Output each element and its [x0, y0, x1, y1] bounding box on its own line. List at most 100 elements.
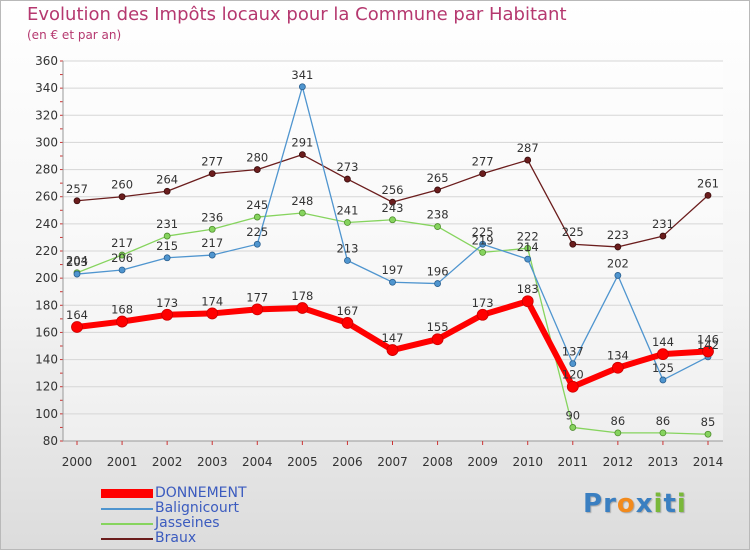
- data-point: [344, 257, 351, 264]
- y-tick-label: 80: [43, 434, 58, 448]
- data-point: [614, 243, 622, 251]
- proxiti-logo: Proxiti: [583, 489, 687, 519]
- y-tick-label: 260: [35, 190, 58, 204]
- data-label: 225: [472, 225, 494, 239]
- x-tick-label: 2001: [107, 455, 138, 469]
- y-tick-label: 140: [35, 353, 58, 367]
- x-tick-label: 2006: [332, 455, 363, 469]
- data-point: [73, 270, 81, 278]
- data-label: 273: [336, 160, 358, 174]
- data-point: [344, 175, 351, 183]
- data-label: 223: [607, 228, 629, 242]
- y-tick-label: 240: [35, 217, 58, 231]
- data-label: 231: [156, 217, 178, 231]
- data-label: 265: [427, 171, 449, 185]
- y-tick-label: 120: [35, 380, 58, 394]
- data-point: [476, 308, 489, 321]
- data-label: 225: [246, 225, 268, 239]
- data-point: [479, 170, 487, 178]
- data-label: 134: [607, 349, 629, 363]
- data-point: [524, 156, 532, 164]
- legend-item: Jasseines: [101, 516, 247, 531]
- y-tick-label: 200: [35, 271, 58, 285]
- data-label: 248: [291, 194, 313, 208]
- data-point: [434, 223, 441, 230]
- data-point: [521, 295, 534, 308]
- chart-title: Evolution des Impôts locaux pour la Comm…: [27, 4, 567, 25]
- x-tick-label: 2005: [287, 455, 318, 469]
- data-label: 231: [652, 217, 674, 231]
- x-tick-label: 2004: [242, 455, 273, 469]
- legend-item: Braux: [101, 531, 247, 546]
- data-point: [566, 380, 579, 393]
- data-point: [614, 429, 622, 437]
- data-point: [434, 186, 441, 194]
- legend-item: Balignicourt: [101, 501, 247, 516]
- y-tick-label: 320: [35, 108, 58, 122]
- data-point: [163, 232, 171, 240]
- data-labels: 164 168 173 174 177 178 167 147 155 173 183 120 134 1…: [66, 68, 719, 429]
- legend: DONNEMENT Balignicourt Jasseines Braux: [101, 486, 247, 546]
- data-label: 86: [656, 414, 671, 428]
- x-tick-label: 2009: [467, 455, 498, 469]
- data-label: 236: [201, 210, 223, 224]
- data-label: 291: [291, 136, 313, 150]
- data-point: [344, 219, 351, 226]
- data-point: [118, 193, 126, 201]
- data-point: [253, 213, 261, 221]
- data-point: [298, 151, 306, 159]
- data-label: 238: [427, 208, 449, 222]
- data-label: 219: [472, 233, 494, 247]
- data-label: 86: [611, 414, 626, 428]
- data-label: 215: [156, 239, 178, 253]
- data-point: [569, 240, 577, 248]
- data-point: [163, 187, 171, 195]
- x-tick-label: 2011: [558, 455, 589, 469]
- data-point: [479, 240, 487, 248]
- data-label: 217: [201, 236, 223, 250]
- data-label: 245: [246, 198, 268, 212]
- y-tick-label: 160: [35, 325, 58, 339]
- data-label: 277: [472, 155, 494, 169]
- data-point: [657, 348, 669, 361]
- legend-swatch: [101, 537, 153, 540]
- data-label: 85: [701, 415, 716, 429]
- y-tick-label: 100: [35, 407, 58, 421]
- data-point: [116, 315, 128, 328]
- data-label: 90: [565, 408, 580, 422]
- data-point: [389, 278, 396, 286]
- data-point: [611, 361, 624, 374]
- legend-label: Jasseines: [155, 515, 220, 531]
- data-point: [163, 254, 171, 262]
- data-label: 341: [291, 68, 313, 82]
- data-point: [704, 191, 712, 199]
- data-label: 167: [336, 304, 358, 318]
- data-point: [659, 429, 667, 437]
- data-point: [73, 197, 81, 205]
- data-label: 155: [427, 320, 449, 334]
- data-label: 173: [156, 296, 178, 310]
- data-point: [389, 198, 396, 206]
- data-label: 217: [111, 236, 133, 250]
- x-tick-label: 2003: [197, 455, 228, 469]
- legend-item: DONNEMENT: [101, 486, 247, 501]
- data-label: 144: [652, 335, 674, 349]
- data-label: 206: [111, 251, 133, 265]
- y-tick-label: 280: [35, 163, 58, 177]
- y-tick-label: 300: [35, 135, 58, 149]
- data-label: 120: [562, 368, 584, 382]
- grid: [63, 60, 723, 442]
- data-point: [253, 240, 261, 248]
- data-label: 264: [156, 172, 178, 186]
- data-label: 202: [607, 256, 629, 270]
- data-label: 243: [382, 201, 404, 215]
- data-label: 225: [562, 225, 584, 239]
- data-point: [71, 321, 83, 333]
- data-point: [659, 232, 667, 240]
- data-label: 257: [66, 182, 88, 196]
- data-label: 137: [562, 345, 584, 359]
- data-point: [298, 209, 306, 217]
- data-label: 277: [201, 155, 223, 169]
- data-label: 177: [246, 290, 268, 304]
- legend-swatch: [101, 507, 153, 510]
